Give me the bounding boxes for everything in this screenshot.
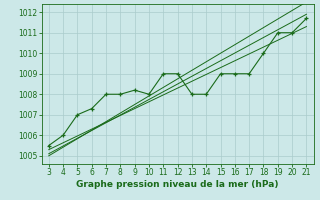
X-axis label: Graphe pression niveau de la mer (hPa): Graphe pression niveau de la mer (hPa) — [76, 180, 279, 189]
